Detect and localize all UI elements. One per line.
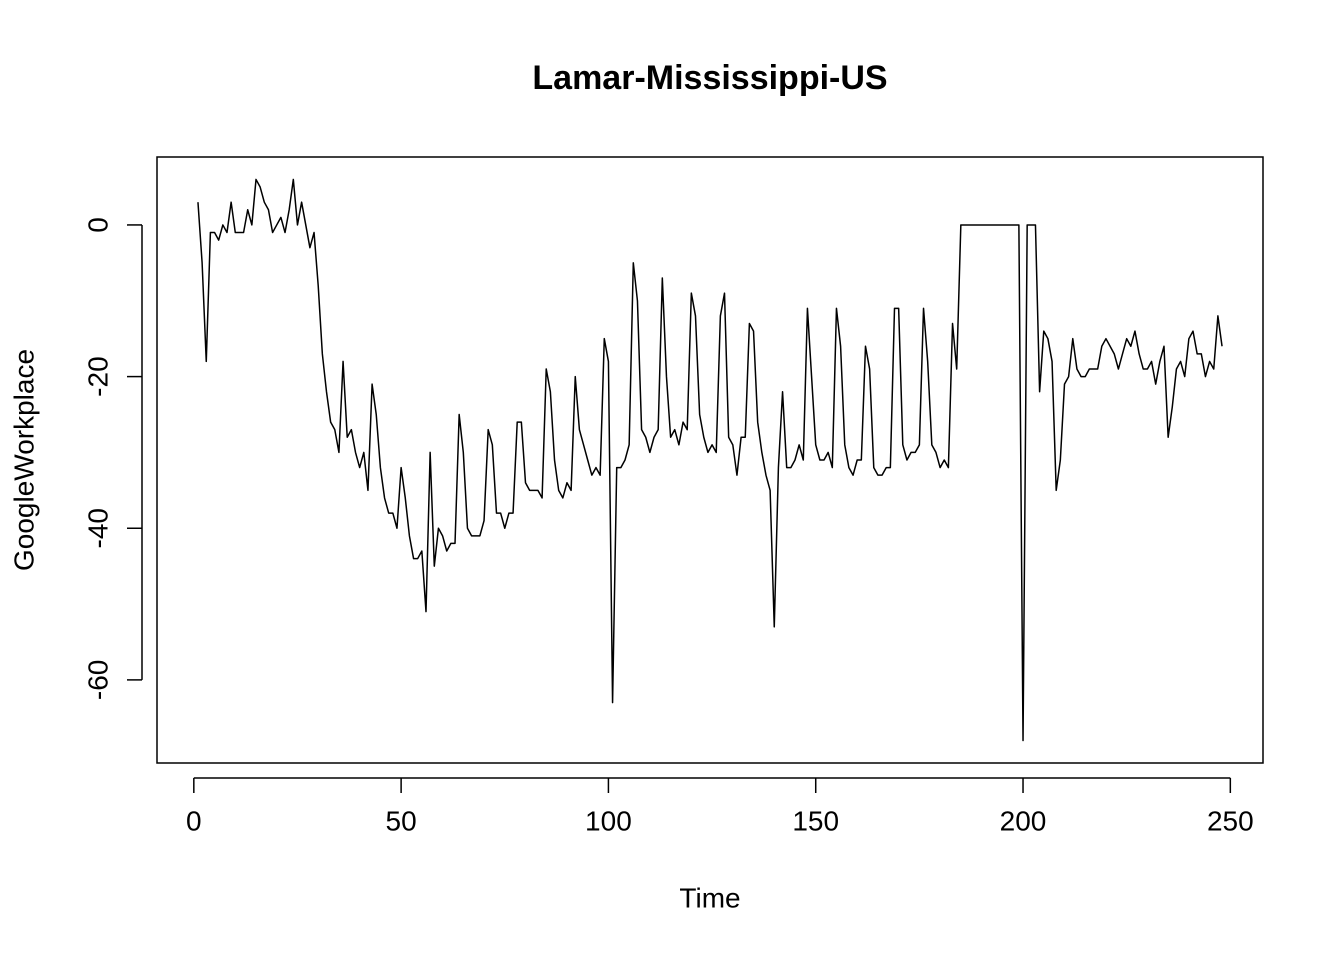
chart-title: Lamar-Mississippi-US xyxy=(532,59,887,97)
x-tick-label: 0 xyxy=(186,805,202,836)
x-tick-label: 50 xyxy=(386,805,417,836)
series-line xyxy=(197,178,1223,742)
y-tick-label: -40 xyxy=(82,508,113,548)
x-axis-label: Time xyxy=(679,882,740,913)
x-tick-label: 200 xyxy=(1000,805,1047,836)
x-tick-label: 250 xyxy=(1207,805,1254,836)
x-tick-label: 150 xyxy=(792,805,839,836)
plot-frame xyxy=(156,156,1264,764)
y-tick-label: 0 xyxy=(82,217,113,233)
x-tick-label: 100 xyxy=(585,805,632,836)
y-tick-label: -60 xyxy=(82,660,113,700)
y-axis-label: GoogleWorkplace xyxy=(8,349,39,571)
y-tick-label: -20 xyxy=(82,356,113,396)
